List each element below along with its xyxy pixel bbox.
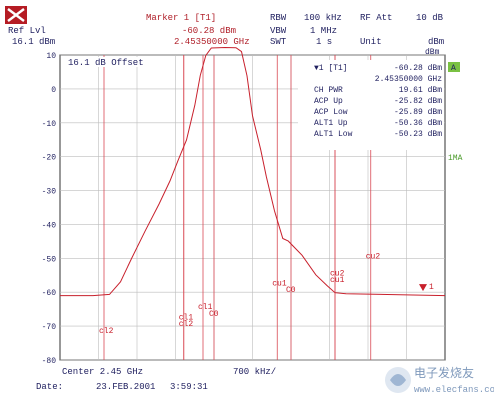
y-tick-label: -60: [42, 289, 57, 298]
y-tick-label: -70: [42, 323, 57, 332]
y-tick-label: -20: [42, 154, 57, 163]
y-tick-label: -50: [42, 255, 57, 264]
offset-label-bg: [64, 57, 150, 67]
y-tick-label: -40: [42, 221, 57, 230]
result-value: -25.89 dBm: [394, 108, 442, 117]
right-unit-label: dBm: [425, 48, 440, 57]
unit-label: Unit: [360, 37, 382, 47]
y-tick-label: 0: [51, 86, 56, 95]
channel-line-label: cl2: [99, 327, 114, 336]
result-label: ACP Low: [314, 108, 348, 117]
channel-line-label: cl1: [198, 303, 213, 312]
marker-label: 1: [429, 283, 434, 292]
vbw-label: VBW: [270, 26, 287, 36]
y-tick-label: -80: [42, 357, 57, 366]
marker-frequency: 2.45350000 GHz: [174, 37, 250, 47]
channel-line-label: C0: [286, 286, 296, 295]
result-value: 19.61 dBm: [399, 86, 442, 95]
watermark-logo-icon: 电子发烧友 www.elecfans.com: [385, 365, 494, 395]
channel-line-label: cl1: [179, 313, 194, 322]
channel-line-label: cu1: [330, 276, 345, 285]
channel-line-label: cu1: [272, 279, 287, 288]
rohde-schwarz-logo-icon: [5, 6, 27, 24]
channel-line-label: cu2: [330, 269, 345, 278]
span-per-division: 700 kHz/: [233, 367, 276, 377]
date-label: Date:: [36, 382, 63, 392]
rbw-label: RBW: [270, 13, 287, 23]
y-axis-tick-labels: 10 0 -10 -20 -30 -40 -50 -60 -70 -80: [42, 52, 57, 366]
y-tick-label: -10: [42, 120, 57, 129]
watermark-title: 电子发烧友: [414, 365, 474, 381]
results-panel: [298, 60, 444, 150]
ref-level-value: 16.1 dBm: [12, 37, 56, 47]
watermark-url: www.elecfans.com: [414, 385, 494, 395]
rf-attenuation-value: 10 dB: [416, 13, 444, 23]
result-value: -60.28 dBm: [394, 64, 442, 73]
spectrum-trace: [60, 46, 446, 297]
result-value: -50.23 dBm: [394, 130, 442, 139]
results-table: ▼1 [T1] -60.28 dBm 2.45350000 GHz CH PWR 19.…: [314, 64, 442, 139]
result-value: -50.36 dBm: [394, 119, 442, 128]
marker-triangle-icon: [419, 284, 427, 292]
channel-line-label: cl2: [179, 320, 194, 329]
offset-label: 16.1 dB Offset: [68, 58, 144, 68]
result-label: ▼1 [T1]: [314, 64, 348, 73]
channel-line-label: C0: [209, 310, 219, 319]
date-value: 23.FEB.2001: [96, 382, 155, 392]
rbw-value: 100 kHz: [304, 13, 342, 23]
trace-a-badge: [448, 62, 460, 72]
result-label: ALT1 Up: [314, 119, 348, 128]
result-label: CH PWR: [314, 86, 343, 95]
channel-line-label: cu2: [366, 252, 381, 261]
sweep-time-value: 1 s: [316, 37, 333, 47]
marker-1: 1: [419, 283, 434, 292]
y-tick-label: 10: [46, 52, 56, 61]
marker-level: -60.28 dBm: [182, 26, 237, 36]
detector-label: 1MA: [448, 154, 463, 163]
center-frequency: Center 2.45 GHz: [62, 367, 143, 377]
time-value: 3:59:31: [170, 382, 208, 392]
y-tick-label: -30: [42, 188, 57, 197]
rf-attenuation-label: RF Att: [360, 13, 393, 23]
ref-level-label: Ref Lvl: [8, 26, 46, 36]
unit-value: dBm: [428, 37, 445, 47]
result-value: -25.82 dBm: [394, 97, 442, 106]
result-value: 2.45350000 GHz: [375, 75, 442, 84]
result-label: ACP Up: [314, 97, 343, 106]
vbw-value: 1 MHz: [310, 26, 338, 36]
result-label: ALT1 Low: [314, 130, 353, 139]
marker-label: Marker 1 [T1]: [146, 13, 217, 23]
trace-a-label: A: [451, 64, 456, 73]
sweep-time-label: SWT: [270, 37, 287, 47]
